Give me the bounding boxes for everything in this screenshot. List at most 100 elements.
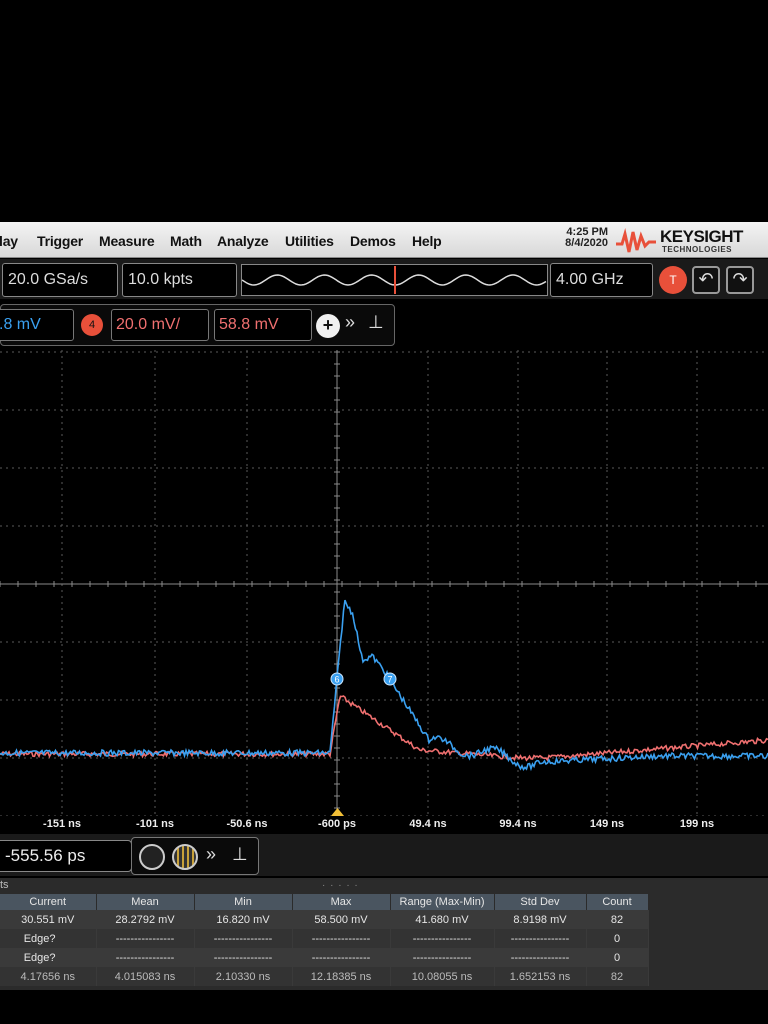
brand-sub: TECHNOLOGIES — [662, 245, 733, 254]
menu-bar: lay Trigger Measure Math Analyze Utiliti… — [0, 222, 768, 258]
measurement-marker-label: 6 — [334, 675, 339, 685]
table-row[interactable]: 30.551 mV 28.2792 mV 16.820 mV 58.500 mV… — [0, 910, 649, 929]
measurement-table: Current Mean Min Max Range (Max-Min) Std… — [0, 894, 649, 986]
undo-icon[interactable]: ↶ — [692, 266, 720, 294]
measurement-marker-label: 7 — [387, 675, 392, 685]
menu-demos[interactable]: Demos — [350, 233, 396, 249]
acquisition-bar: 20.0 GSa/s 10.0 kpts 4.00 GHz T ↶ ↷ — [0, 259, 768, 299]
table-cell: ---------------- — [390, 948, 495, 967]
table-cell: ---------------- — [194, 948, 293, 967]
table-cell: ---------------- — [194, 929, 293, 948]
horizontal-control-bar: -555.56 ps » ⊥ — [0, 834, 768, 876]
table-cell: Edge? — [0, 929, 97, 948]
clock-date: 8/4/2020 — [565, 237, 608, 249]
table-cell: ---------------- — [494, 929, 587, 948]
column-header[interactable]: Current — [0, 894, 97, 910]
zoom-icon[interactable] — [139, 844, 165, 870]
channel-4-scale-field[interactable]: 20.0 mV/ — [111, 309, 209, 341]
column-header[interactable]: Std Dev — [494, 894, 587, 910]
bandwidth-field[interactable]: 4.00 GHz — [550, 263, 653, 297]
table-cell: 82 — [586, 967, 649, 986]
table-cell: 2.10330 ns — [194, 967, 293, 986]
menu-trigger[interactable]: Trigger — [37, 233, 84, 249]
table-cell: 12.18385 ns — [292, 967, 391, 986]
acquisition-timeline[interactable] — [241, 264, 548, 296]
menu-math[interactable]: Math — [170, 233, 202, 249]
pin-icon[interactable]: ⊥ — [368, 312, 384, 332]
trigger-status-badge[interactable]: T — [659, 266, 687, 294]
table-cell: 16.820 mV — [194, 910, 293, 929]
menu-measure[interactable]: Measure — [99, 233, 155, 249]
table-row[interactable]: Edge? ---------------- ---------------- … — [0, 948, 649, 967]
table-cell: 10.08055 ns — [390, 967, 495, 986]
table-cell: 41.680 mV — [390, 910, 495, 929]
column-header[interactable]: Range (Max-Min) — [390, 894, 495, 910]
double-chevron-right-icon[interactable]: » — [206, 844, 217, 864]
channel-offset-field[interactable]: .8 mV — [0, 309, 74, 341]
table-cell: 82 — [586, 910, 649, 929]
table-cell: 4.17656 ns — [0, 967, 97, 986]
column-header[interactable]: Mean — [96, 894, 195, 910]
time-tick-label: -50.6 ns — [226, 818, 268, 830]
measurement-marker[interactable] — [330, 672, 344, 686]
drag-grip-icon[interactable]: · · · · · — [322, 880, 359, 891]
menu-analyze[interactable]: Analyze — [217, 233, 269, 249]
table-cell: 0 — [586, 948, 649, 967]
results-title: ts — [0, 879, 9, 891]
table-cell: 28.2792 mV — [96, 910, 195, 929]
menu-help[interactable]: Help — [412, 233, 442, 249]
time-tick-label: 49.4 ns — [409, 818, 447, 830]
horizontal-position-field[interactable]: -555.56 ps — [0, 840, 132, 872]
trigger-position-marker[interactable] — [331, 808, 344, 816]
table-cell: 58.500 mV — [292, 910, 391, 929]
table-cell: ---------------- — [292, 929, 391, 948]
time-tick-label: 149 ns — [589, 818, 625, 830]
double-chevron-right-icon[interactable]: » — [345, 312, 356, 332]
channel-4-offset-field[interactable]: 58.8 mV — [214, 309, 312, 341]
menu-display[interactable]: lay — [0, 233, 18, 249]
horizontal-button-group: » ⊥ — [131, 837, 259, 875]
table-cell: 1.652153 ns — [494, 967, 587, 986]
table-cell: ---------------- — [494, 948, 587, 967]
acquisition-mode-icon[interactable] — [172, 844, 198, 870]
table-cell: Edge? — [0, 948, 97, 967]
time-axis: -151 ns -101 ns -50.6 ns -600 ps 49.4 ns… — [0, 816, 768, 832]
channel-4-badge[interactable]: 4 — [81, 314, 103, 336]
measurement-marker[interactable] — [383, 672, 397, 686]
column-header[interactable]: Count — [586, 894, 649, 910]
table-row[interactable]: Edge? ---------------- ---------------- … — [0, 929, 649, 948]
sample-rate-field[interactable]: 20.0 GSa/s — [2, 263, 118, 297]
oscilloscope-screen: lay Trigger Measure Math Analyze Utiliti… — [0, 222, 768, 990]
table-cell: 4.015083 ns — [96, 967, 195, 986]
add-channel-button[interactable]: + — [316, 314, 340, 338]
table-cell: 8.9198 mV — [494, 910, 587, 929]
column-header[interactable]: Max — [292, 894, 391, 910]
memory-depth-field[interactable]: 10.0 kpts — [122, 263, 237, 297]
table-cell: 30.551 mV — [0, 910, 97, 929]
table-row[interactable]: 4.17656 ns 4.015083 ns 2.10330 ns 12.183… — [0, 967, 649, 986]
table-cell: ---------------- — [96, 948, 195, 967]
channel-4-trace — [0, 695, 768, 762]
channel-trace-blue — [0, 599, 768, 772]
redo-icon[interactable]: ↷ — [726, 266, 754, 294]
table-cell: ---------------- — [292, 948, 391, 967]
column-header[interactable]: Min — [194, 894, 293, 910]
time-tick-label: 99.4 ns — [499, 818, 537, 830]
time-tick-label: -101 ns — [136, 818, 174, 830]
channel-bar: .8 mV 4 20.0 mV/ 58.8 mV + » ⊥ — [0, 304, 400, 346]
time-tick-label: -600 ps — [318, 818, 356, 830]
menu-utilities[interactable]: Utilities — [285, 233, 334, 249]
keysight-wave-logo-icon — [616, 228, 656, 253]
clock-time: 4:25 PM — [566, 226, 608, 238]
clock: 4:25 PM 8/4/2020 — [548, 227, 608, 249]
table-cell: ---------------- — [390, 929, 495, 948]
brand-name: KEYSIGHT — [660, 227, 743, 246]
table-cell: ---------------- — [96, 929, 195, 948]
timeline-wave-icon — [241, 266, 547, 294]
measurement-results-panel: ts · · · · · Current Mean Min Max Range … — [0, 878, 768, 990]
table-cell: 0 — [586, 929, 649, 948]
pin-icon[interactable]: ⊥ — [232, 844, 248, 864]
time-tick-label: 199 ns — [679, 818, 715, 830]
